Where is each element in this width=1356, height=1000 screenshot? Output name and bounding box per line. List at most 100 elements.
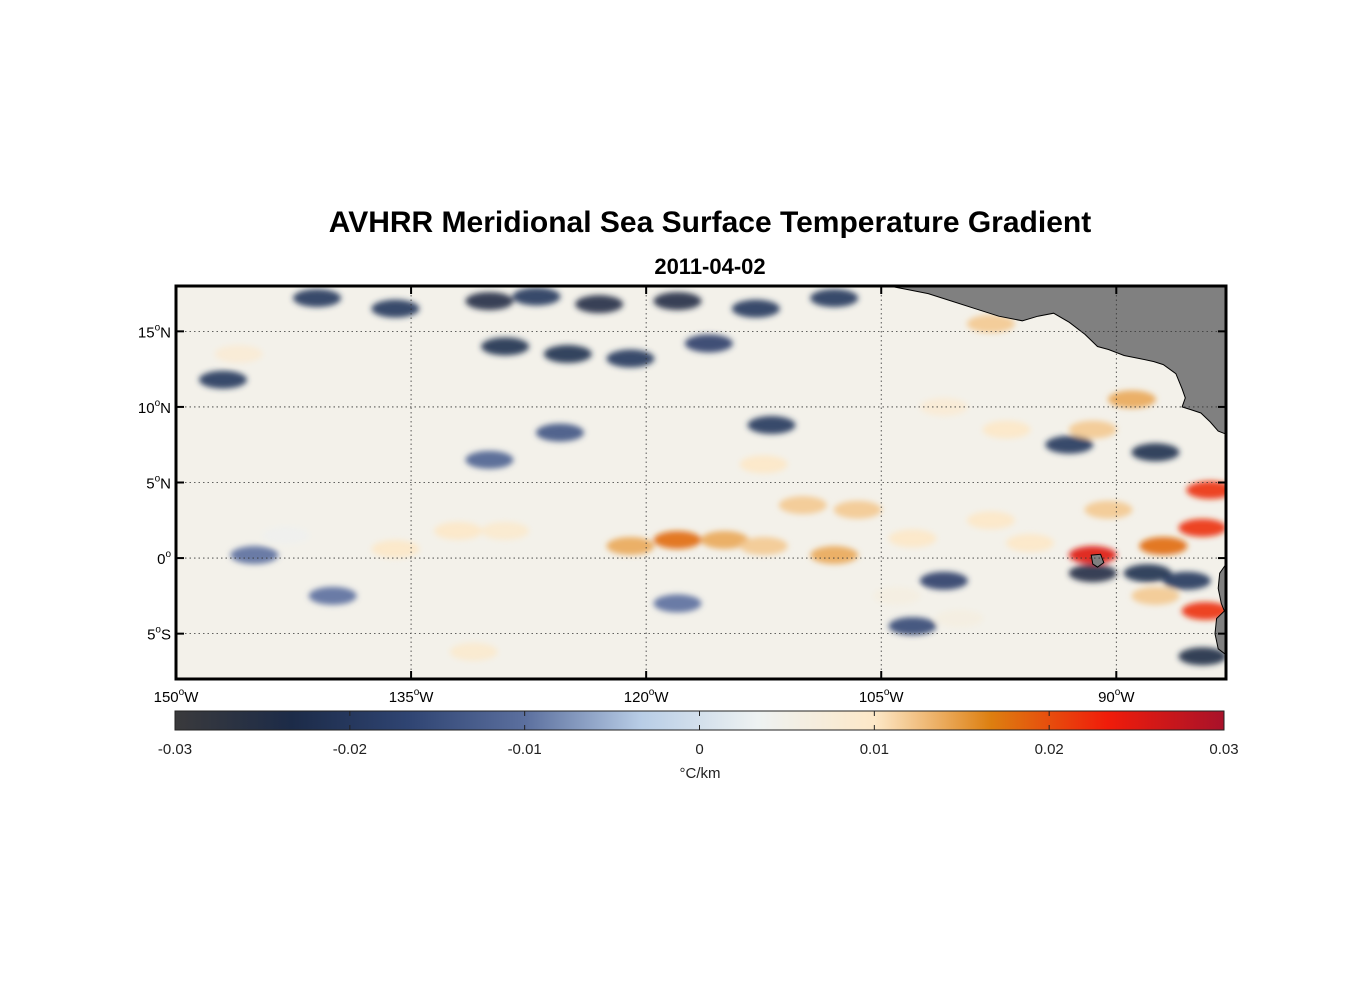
gradient-patch — [1107, 390, 1156, 409]
colorbar-tick-label: 0.01 — [860, 741, 889, 758]
gradient-patch — [1131, 443, 1180, 462]
gradient-patch — [1045, 435, 1094, 454]
landmass — [889, 286, 1226, 656]
gradient-patch — [919, 571, 968, 590]
degree-symbol: o — [1115, 687, 1121, 698]
chart-subtitle: 2011-04-02 — [654, 254, 766, 279]
gradient-patch — [653, 530, 702, 549]
colorbar: -0.03 -0.02 -0.01 0 0.01 0.02 0.03 °C/km — [158, 710, 1239, 782]
lon-tick-number: 135 — [389, 689, 414, 706]
land-polygon — [1090, 553, 1105, 568]
gradient-patch — [1162, 571, 1211, 590]
gradient-patch — [606, 349, 655, 368]
gradient-patch — [1139, 536, 1188, 555]
lon-tick-number: 90 — [1098, 689, 1115, 706]
lon-tick-hemisphere: W — [419, 689, 434, 706]
gradient-field — [199, 287, 1226, 666]
lon-tick-label: 135oW — [389, 687, 435, 706]
chart-title: AVHRR Meridional Sea Surface Temperature… — [328, 206, 1092, 239]
gradient-patch — [575, 295, 624, 314]
lat-tick-number: 0 — [157, 551, 165, 568]
colorbar-tick-label: 0 — [695, 741, 703, 758]
lat-tick-label: 0o — [157, 549, 171, 568]
gradient-patch — [1123, 564, 1172, 583]
lon-tick-number: 150 — [154, 689, 179, 706]
gradient-patch — [1068, 564, 1117, 583]
gradient-patch — [465, 292, 514, 311]
axis-ticks — [175, 286, 1226, 679]
lon-tick-hemisphere: W — [654, 689, 669, 706]
degree-symbol: o — [155, 322, 161, 333]
gradient-patch — [512, 287, 561, 306]
lat-tick-hemisphere: N — [160, 400, 171, 417]
lat-tick-label: 5oS — [147, 625, 171, 644]
gradient-patch — [535, 423, 584, 442]
colorbar-tick-label: -0.03 — [158, 741, 192, 758]
lon-tick-number: 120 — [624, 689, 649, 706]
gradient-patch — [700, 530, 749, 549]
degree-symbol: o — [155, 625, 161, 636]
degree-symbol: o — [884, 687, 890, 698]
lat-tick-label: 5oN — [146, 474, 171, 493]
gradient-patch — [308, 586, 357, 605]
lon-tick-label: 105oW — [859, 687, 905, 706]
degree-symbol: o — [414, 687, 420, 698]
gradient-patch — [481, 521, 530, 540]
lat-tick-label: 15oN — [138, 322, 171, 341]
gradient-patch — [731, 299, 780, 318]
gradient-patch — [1178, 647, 1226, 666]
degree-symbol: o — [649, 687, 655, 698]
gradient-patch — [293, 289, 342, 308]
gradient-patch — [1068, 420, 1117, 439]
degree-symbol: o — [165, 549, 171, 560]
lon-tick-label: 120oW — [624, 687, 670, 706]
colorbar-tick-label: -0.02 — [333, 741, 367, 758]
lat-tick-hemisphere: N — [160, 476, 171, 493]
gradient-patch — [1186, 481, 1226, 500]
gradient-patch — [371, 299, 420, 318]
gradient-patch — [199, 370, 248, 389]
gradient-patch — [465, 450, 514, 469]
gradient-patch — [966, 314, 1015, 333]
gradient-patch — [982, 420, 1031, 439]
gradient-patch — [935, 609, 984, 628]
lat-tick-number: 5 — [146, 476, 154, 493]
gradient-patch — [810, 289, 859, 308]
gradient-patch — [747, 416, 796, 435]
lon-tick-number: 105 — [859, 689, 884, 706]
gradient-patch — [543, 345, 592, 364]
degree-symbol: o — [155, 398, 161, 409]
lat-tick-label: 10oN — [138, 398, 171, 417]
colorbar-tick-label: 0.02 — [1035, 741, 1064, 758]
gradient-patch — [888, 529, 937, 548]
gradient-patch — [919, 397, 968, 416]
land-polygon — [1214, 563, 1226, 656]
lat-tick-hemisphere: S — [161, 627, 171, 644]
gradient-patch — [1181, 601, 1226, 620]
gradient-patch — [606, 536, 655, 555]
gradient-patch — [739, 455, 788, 474]
gradient-patch — [214, 345, 263, 364]
gradient-patch — [684, 334, 733, 353]
gradient-patch — [872, 586, 921, 605]
gradient-patch — [653, 594, 702, 613]
gradient-patch — [1131, 586, 1180, 605]
gradient-patch — [778, 496, 827, 515]
gradient-patch — [449, 642, 498, 661]
lon-tick-hemisphere: W — [889, 689, 904, 706]
gradient-patch — [653, 292, 702, 311]
colorbar-tick-label: -0.01 — [508, 741, 542, 758]
gradient-patch — [810, 546, 859, 565]
gradient-patch — [833, 500, 882, 519]
colorbar-tick-label: 0.03 — [1209, 741, 1238, 758]
gradient-patch — [1178, 518, 1226, 537]
gradient-patch — [261, 526, 310, 545]
colorbar-unit-label: °C/km — [680, 765, 721, 782]
gradient-patch — [966, 511, 1015, 530]
lat-tick-number: 5 — [147, 627, 155, 644]
colorbar-ticks: -0.03 -0.02 -0.01 0 0.01 0.02 0.03 — [158, 711, 1239, 758]
gradient-patch — [230, 546, 279, 565]
